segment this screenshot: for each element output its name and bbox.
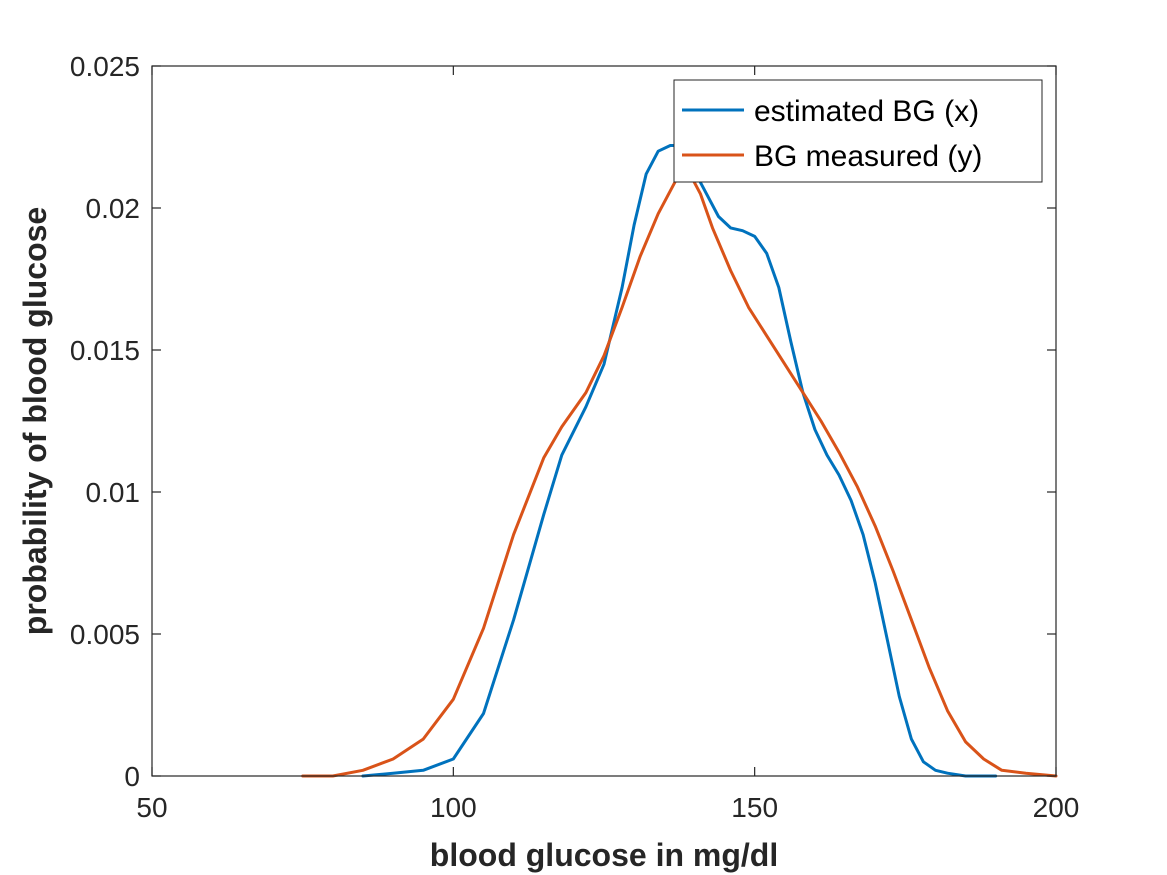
y-tick-label: 0.02 <box>86 193 141 224</box>
y-axis-title: probability of blood glucose <box>17 207 53 635</box>
axis-ticks <box>151 65 1057 777</box>
series-line-1 <box>301 169 1058 778</box>
y-tick-label: 0 <box>124 761 140 792</box>
x-tick-labels: 50 100 150 200 <box>136 792 1079 823</box>
axes-frame <box>151 65 1057 777</box>
axes-box <box>151 65 1057 777</box>
y-tick-label: 0.025 <box>70 51 140 82</box>
x-tick-label: 50 <box>136 792 167 823</box>
y-tick-label: 0.015 <box>70 335 140 366</box>
x-tick-label: 150 <box>731 792 778 823</box>
legend: estimated BG (x) BG measured (y) <box>673 79 1043 183</box>
plot-lines <box>301 144 1058 778</box>
y-tick-label: 0.005 <box>70 619 140 650</box>
y-tick-label: 0.01 <box>86 477 141 508</box>
legend-label-estimated-bg: estimated BG (x) <box>754 95 979 128</box>
x-tick-label: 200 <box>1033 792 1080 823</box>
x-tick-label: 100 <box>430 792 477 823</box>
y-tick-labels: 0 0.005 0.01 0.015 0.02 0.025 <box>70 51 140 792</box>
legend-label-bg-measured: BG measured (y) <box>754 140 982 173</box>
legend-box <box>673 79 1043 183</box>
x-axis-title: blood glucose in mg/dl <box>430 837 778 873</box>
series-line-0 <box>361 144 998 778</box>
